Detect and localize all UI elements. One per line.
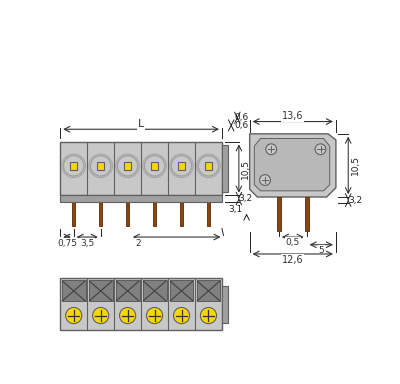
Bar [180, 195, 183, 226]
Text: 12,6: 12,6 [282, 255, 304, 265]
Circle shape [66, 308, 82, 324]
FancyBboxPatch shape [151, 162, 158, 170]
Text: 5: 5 [318, 246, 324, 255]
Bar [305, 197, 308, 231]
Text: 0,6: 0,6 [235, 113, 249, 122]
FancyBboxPatch shape [170, 280, 194, 301]
Bar [99, 195, 102, 226]
Circle shape [174, 308, 190, 324]
FancyBboxPatch shape [60, 142, 222, 195]
Circle shape [260, 175, 270, 185]
Text: 3,5: 3,5 [80, 239, 94, 248]
Circle shape [200, 308, 216, 324]
FancyBboxPatch shape [143, 280, 166, 301]
Text: L: L [138, 119, 144, 129]
Text: 0,5: 0,5 [286, 238, 300, 247]
Text: 2: 2 [136, 239, 141, 248]
Circle shape [315, 144, 326, 155]
FancyBboxPatch shape [178, 162, 185, 170]
Text: 10,5: 10,5 [351, 156, 360, 175]
FancyBboxPatch shape [205, 162, 212, 170]
Circle shape [92, 308, 109, 324]
FancyBboxPatch shape [196, 280, 220, 301]
Bar [153, 195, 156, 226]
FancyBboxPatch shape [60, 195, 222, 202]
Text: 3,2: 3,2 [348, 195, 362, 205]
Circle shape [266, 144, 277, 155]
Text: 10,5: 10,5 [241, 159, 250, 179]
FancyBboxPatch shape [70, 162, 78, 170]
Bar [126, 195, 129, 226]
Bar [72, 195, 75, 226]
FancyBboxPatch shape [222, 146, 228, 192]
Text: 13,6: 13,6 [282, 111, 304, 121]
FancyBboxPatch shape [116, 280, 140, 301]
Text: 3,2: 3,2 [239, 194, 253, 203]
FancyBboxPatch shape [124, 162, 131, 170]
Circle shape [120, 308, 136, 324]
FancyBboxPatch shape [60, 278, 222, 330]
FancyBboxPatch shape [97, 162, 104, 170]
Text: 3,1: 3,1 [229, 205, 243, 214]
FancyBboxPatch shape [89, 280, 113, 301]
FancyBboxPatch shape [62, 280, 86, 301]
Text: 0,6: 0,6 [234, 121, 248, 130]
Text: 0,75: 0,75 [57, 239, 77, 248]
Bar [207, 195, 210, 226]
FancyBboxPatch shape [222, 286, 228, 323]
Polygon shape [250, 134, 336, 197]
Circle shape [146, 308, 163, 324]
Polygon shape [254, 139, 330, 191]
Bar [277, 197, 281, 231]
